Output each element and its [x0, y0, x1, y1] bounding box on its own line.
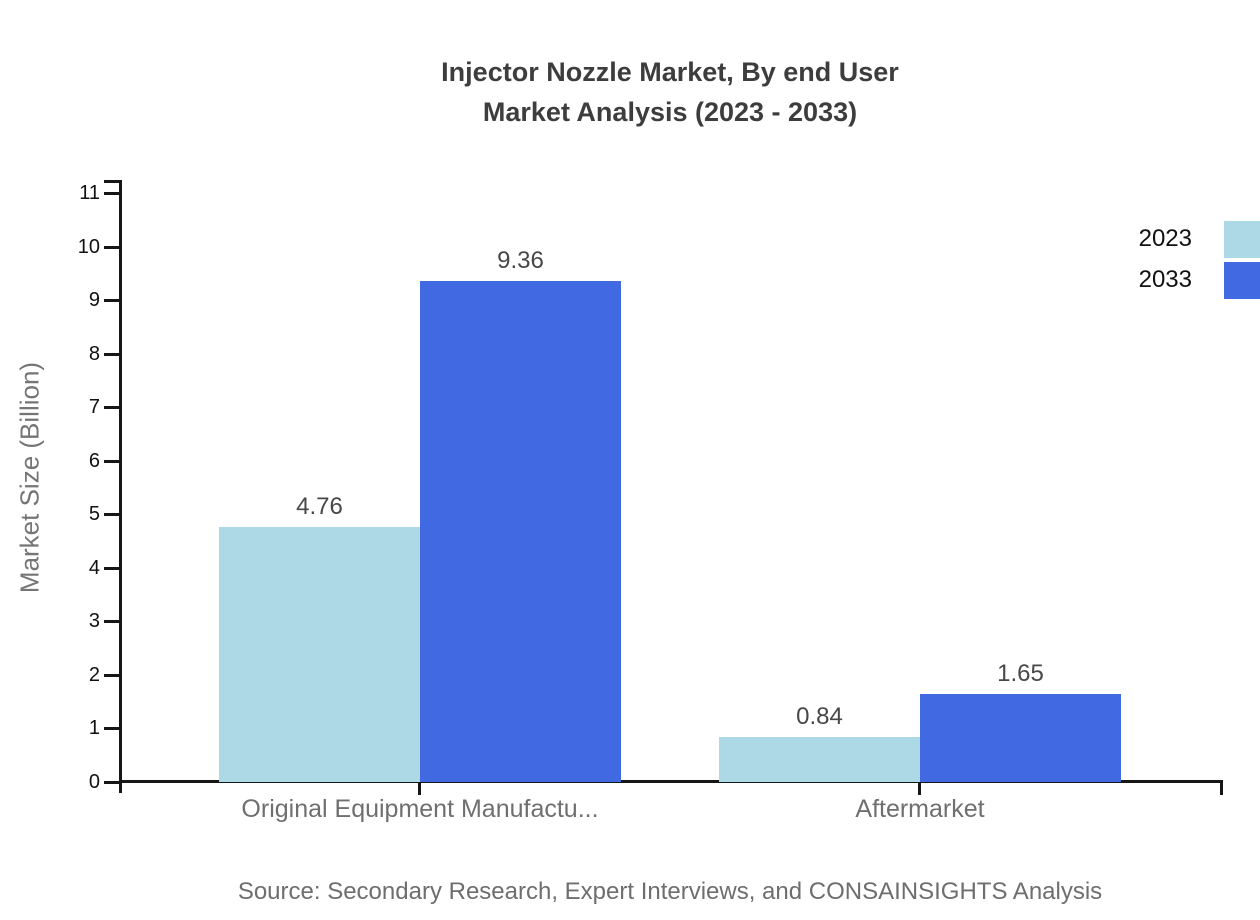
source-text: Source: Secondary Research, Expert Inter…: [237, 878, 1103, 905]
y-axis-tick: [104, 566, 121, 570]
y-axis-tick: [104, 727, 121, 731]
y-axis-tick: [104, 352, 121, 356]
y-axis-tick-label: 11: [79, 181, 100, 204]
y-axis-tick-label: 3: [88, 610, 100, 633]
legend-swatch-2033: [1224, 261, 1260, 299]
y-axis-tick: [104, 513, 121, 517]
chart-title-line1: Injector Nozzle Market, By end User: [441, 57, 899, 87]
legend-item-2023[interactable]: 2023: [1080, 220, 1260, 258]
y-axis-tick: [104, 245, 121, 249]
legend-label: 2023: [1138, 225, 1192, 252]
y-axis-tick-label: 10: [77, 235, 100, 258]
y-axis-tick-label: 7: [88, 396, 100, 419]
y-axis-tick: [104, 191, 121, 195]
bar-value-label: 4.76: [296, 493, 343, 521]
y-axis-end-tick: [104, 180, 121, 183]
x-axis-tick: [418, 782, 421, 795]
legend-item-2033[interactable]: 2033: [1080, 261, 1260, 299]
x-axis-tick: [918, 782, 921, 795]
y-axis-tick-label: 2: [88, 663, 100, 686]
bar-value-label: 1.65: [997, 659, 1044, 687]
y-axis-tick: [104, 406, 121, 410]
y-axis-line: [119, 180, 122, 793]
x-axis-line: [119, 780, 1223, 783]
bar-value-label: 9.36: [497, 246, 544, 274]
chart-title-line2: Market Analysis (2023 - 2033): [482, 97, 858, 127]
bar-value-label: 0.84: [796, 703, 843, 731]
y-axis-tick: [104, 459, 121, 463]
x-axis-category-label: Aftermarket: [855, 795, 985, 823]
y-axis-tick: [104, 673, 121, 677]
y-axis-tick-label: 4: [88, 556, 100, 579]
y-axis-tick-label: 6: [88, 449, 100, 472]
y-axis-tick-label: 9: [88, 289, 100, 312]
y-axis-tick-label: 0: [88, 771, 100, 793]
x-axis-end-tick: [1220, 780, 1223, 795]
legend-label: 2033: [1138, 266, 1192, 293]
chart-title: Injector Nozzle Market, By end User Mark…: [441, 52, 899, 132]
legend-swatch-2023: [1224, 220, 1260, 258]
y-axis-tick-label: 5: [88, 503, 100, 526]
y-axis-tick: [104, 299, 121, 303]
y-axis-tick-label: 8: [88, 342, 100, 365]
bar-2033-oem[interactable]: [420, 280, 621, 782]
bar-2023-aftermarket[interactable]: [719, 737, 920, 782]
bar-2033-aftermarket[interactable]: [920, 693, 1121, 782]
y-axis-tick-label: 1: [88, 717, 100, 740]
x-axis-category-label: Original Equipment Manufactu...: [241, 795, 599, 823]
bar-2023-oem[interactable]: [219, 527, 420, 782]
y-axis-tick: [104, 781, 121, 784]
y-axis-tick: [104, 620, 121, 624]
